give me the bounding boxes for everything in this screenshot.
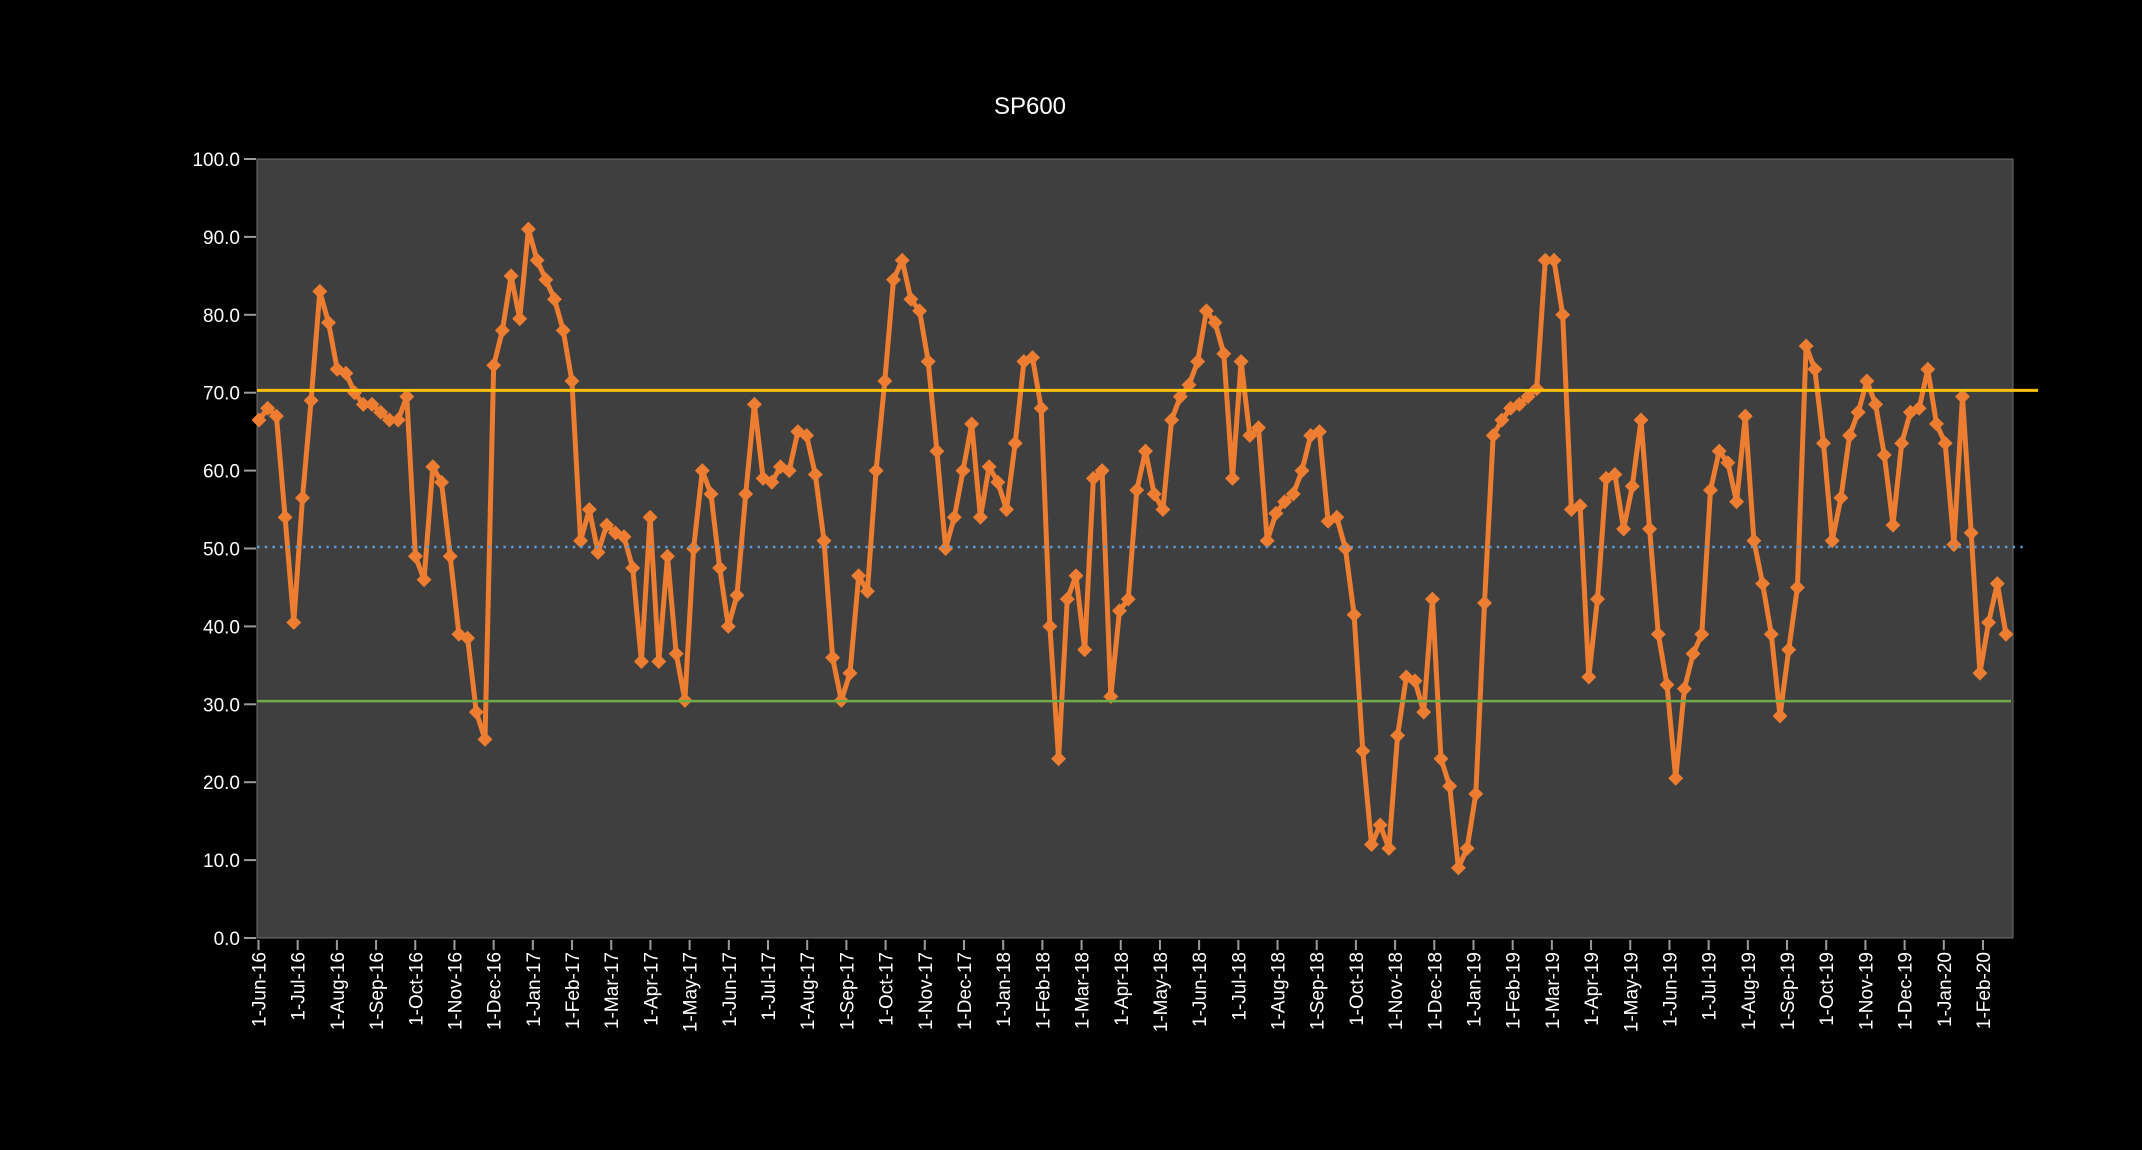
y-tick-label: 10.0 xyxy=(203,851,240,872)
chart-title: SP600 xyxy=(994,93,1066,120)
x-tick-label: 1-Feb-20 xyxy=(1974,952,1995,1029)
x-tick-label: 1-Nov-16 xyxy=(445,952,466,1030)
x-tick-label: 1-Aug-18 xyxy=(1269,952,1290,1030)
x-tick-label: 1-Jun-18 xyxy=(1190,952,1211,1027)
x-tick-label: 1-Apr-17 xyxy=(641,952,662,1026)
x-tick-label: 1-Feb-17 xyxy=(563,952,584,1029)
x-tick-label: 1-Dec-17 xyxy=(955,952,976,1030)
x-tick-label: 1-Jan-18 xyxy=(994,952,1015,1027)
x-tick-label: 1-Jan-20 xyxy=(1935,952,1956,1027)
plot-area-group xyxy=(256,158,2014,939)
x-tick-label: 1-Jan-19 xyxy=(1464,952,1485,1027)
x-tick-label: 1-Aug-19 xyxy=(1739,952,1760,1030)
x-tick-label: 1-Aug-16 xyxy=(328,952,349,1030)
x-tick-label: 1-Oct-19 xyxy=(1817,952,1838,1026)
x-tick-label: 1-Feb-18 xyxy=(1033,952,1054,1029)
x-tick-label: 1-Jul-17 xyxy=(759,952,780,1021)
x-tick-label: 1-Apr-18 xyxy=(1112,952,1133,1026)
x-tick-label: 1-Jul-16 xyxy=(289,952,310,1021)
y-tick-label: 100.0 xyxy=(192,150,240,171)
y-tick-label: 0.0 xyxy=(214,929,240,950)
x-tick-label: 1-Mar-17 xyxy=(602,952,623,1029)
x-tick-label: 1-Aug-17 xyxy=(798,952,819,1030)
x-tick-label: 1-Jun-19 xyxy=(1660,952,1681,1027)
x-tick-label: 1-Dec-19 xyxy=(1896,952,1917,1030)
x-tick-label: 1-May-18 xyxy=(1151,952,1172,1032)
x-tick-label: 1-Oct-18 xyxy=(1347,952,1368,1026)
x-tick-label: 1-Oct-16 xyxy=(406,952,427,1026)
x-tick-label: 1-May-17 xyxy=(681,952,702,1032)
x-tick-label: 1-Mar-19 xyxy=(1543,952,1564,1029)
x-tick-label: 1-Jul-18 xyxy=(1229,952,1250,1021)
x-tick-label: 1-Nov-17 xyxy=(916,952,937,1030)
x-tick-label: 1-Jan-17 xyxy=(524,952,545,1027)
x-tick-label: 1-Oct-17 xyxy=(877,952,898,1026)
y-tick-label: 40.0 xyxy=(203,617,240,638)
x-tick-label: 1-Nov-18 xyxy=(1386,952,1407,1030)
reference-lines-layer xyxy=(257,388,2038,703)
series-layer xyxy=(251,221,2014,876)
plot-area xyxy=(256,158,2014,939)
x-tick-label: 1-Apr-19 xyxy=(1582,952,1603,1026)
x-tick-label: 1-Sep-18 xyxy=(1308,952,1329,1030)
y-tick-label: 90.0 xyxy=(203,228,240,249)
y-tick-label: 20.0 xyxy=(203,773,240,794)
y-tick-label: 50.0 xyxy=(203,540,240,561)
x-tick-label: 1-Jun-17 xyxy=(720,952,741,1027)
x-tick-label: 1-Feb-19 xyxy=(1504,952,1525,1029)
x-tick-label: 1-Jul-19 xyxy=(1700,952,1721,1021)
y-tick-label: 60.0 xyxy=(203,462,240,483)
x-tick-label: 1-May-19 xyxy=(1621,952,1642,1032)
y-axis: 100.0 90.0 80.0 70.0 60.0 50.0 40.0 30.0 20.0 10.… xyxy=(192,150,256,950)
x-tick-label: 1-Jun-16 xyxy=(250,952,271,1027)
series-line xyxy=(256,226,2009,871)
x-tick-label: 1-Sep-16 xyxy=(367,952,388,1030)
y-tick-label: 70.0 xyxy=(203,384,240,405)
x-tick-label: 1-Nov-19 xyxy=(1856,952,1877,1030)
y-tick-label: 80.0 xyxy=(203,306,240,327)
x-tick-label: 1-Sep-17 xyxy=(837,952,858,1030)
x-tick-label: 1-Sep-19 xyxy=(1778,952,1799,1030)
y-tick-label: 30.0 xyxy=(203,695,240,716)
x-tick-label: 1-Mar-18 xyxy=(1073,952,1094,1029)
x-tick-label: 1-Dec-18 xyxy=(1425,952,1446,1030)
x-axis: 1-Jun-16 1-Jul-16 1-Aug-16 1-Sep-16 1-Oct-16… xyxy=(250,940,1995,1032)
x-tick-label: 1-Dec-16 xyxy=(485,952,506,1030)
